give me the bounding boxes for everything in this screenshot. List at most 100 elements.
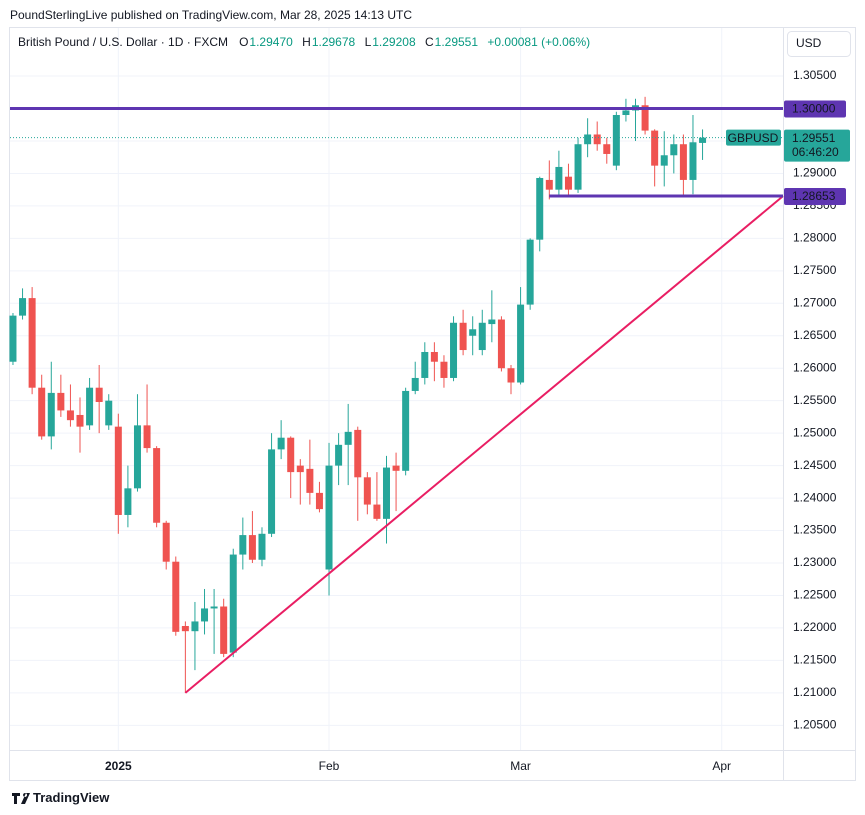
candle-body: [124, 488, 132, 515]
y-tick-label: 1.28000: [793, 231, 837, 245]
ohlc-value: 1.29470: [249, 35, 293, 49]
last-price-label: 1.29551: [792, 131, 836, 145]
candle-body: [95, 387, 103, 402]
candle-body: [268, 449, 276, 534]
x-tick-label: 2025: [105, 759, 132, 773]
symbol-tag-label: GBPUSD: [728, 131, 779, 145]
y-tick-label: 1.20500: [793, 717, 837, 731]
countdown-label: 06:46:20: [792, 145, 839, 159]
candle-body: [536, 177, 544, 240]
y-tick-label: 1.22500: [793, 588, 837, 602]
candle-body: [612, 115, 620, 166]
candle-body: [86, 387, 94, 426]
candle-body: [593, 134, 601, 145]
x-tick-label: Mar: [510, 759, 531, 773]
candle-body: [526, 239, 534, 305]
candle-body: [478, 322, 486, 351]
y-tick-label: 1.21000: [793, 685, 837, 699]
trendline: [184, 195, 784, 694]
y-tick-label: 1.23500: [793, 523, 837, 537]
candle-body: [229, 554, 237, 653]
ohlc-letter: L: [364, 35, 372, 49]
y-tick-label: 1.27000: [793, 295, 837, 309]
ohlc-value: 1.29208: [372, 35, 416, 49]
candle-body: [325, 465, 333, 570]
candle-body: [545, 179, 553, 190]
candle-body: [430, 351, 438, 362]
candle-body: [392, 465, 400, 471]
candle-body: [143, 425, 151, 449]
candle-body: [38, 387, 46, 437]
candle-body: [488, 319, 496, 325]
y-tick-label: 1.25000: [793, 425, 837, 439]
level-label: 1.30000: [792, 102, 836, 116]
symbol-tag: [726, 129, 781, 146]
candle-body: [402, 390, 410, 471]
ohlc-change: +0.00081 (+0.06%): [487, 35, 591, 49]
ohlc-value: 1.29678: [311, 35, 356, 49]
candle-body: [181, 625, 189, 632]
candle-body: [699, 137, 707, 143]
y-tick-label: 1.30500: [793, 68, 837, 82]
candle-body: [114, 426, 122, 515]
ohlc-value: 1.29551: [434, 35, 479, 49]
y-tick-label: 1.24500: [793, 458, 837, 472]
axis: 1.20500 1.21000 1.21500 1.22000 1.22500 1.230…: [105, 68, 850, 773]
candle-body: [363, 477, 371, 505]
candle-body: [622, 110, 630, 116]
candle-body: [574, 144, 582, 190]
candle-body: [239, 535, 247, 555]
y-tick-label: 1.22000: [793, 620, 837, 634]
candle-body: [306, 468, 314, 493]
y-tick-label: 1.25500: [793, 393, 837, 407]
candle-body: [277, 437, 285, 450]
candle-body: [584, 134, 592, 145]
currency-button[interactable]: [787, 31, 851, 57]
candle-body: [296, 465, 304, 473]
ohlc-letter: O: [239, 35, 249, 49]
y-tick-label: 1.24000: [793, 490, 837, 504]
y-tick-label: 1.23000: [793, 555, 837, 569]
candle-body: [335, 444, 343, 466]
candle-body: [28, 298, 36, 388]
ohlc-letter: C: [424, 35, 434, 49]
y-tick-label: 1.21500: [793, 653, 837, 667]
brand-name: TradingView: [33, 790, 110, 805]
chart-frame: [9, 27, 856, 781]
published-note: PoundSterlingLive published on TradingVi…: [10, 8, 413, 22]
candle-body: [9, 315, 17, 362]
candle-body: [258, 533, 266, 560]
symbol-header: British Pound / U.S. Dollar · 1D · FXCM …: [18, 35, 596, 49]
y-tick-label: 1.27500: [793, 263, 837, 277]
candle-body: [133, 425, 141, 489]
candle-body: [105, 400, 113, 426]
candle-body: [162, 522, 170, 562]
candle-body: [354, 429, 362, 478]
candle-body: [248, 535, 256, 560]
candle-body: [450, 322, 458, 378]
y-tick-label: 1.29000: [793, 166, 837, 180]
y-tick-label: 1.26500: [793, 328, 837, 342]
brand-logo: [12, 793, 30, 804]
candle-body: [555, 166, 563, 190]
x-tick-label: Apr: [712, 759, 731, 773]
candle-body: [497, 319, 505, 369]
candle-body: [670, 144, 678, 156]
y-tick-label: 1.26000: [793, 360, 837, 374]
ohlc-letter: H: [302, 35, 311, 49]
candle-body: [210, 606, 218, 609]
level-label: 1.28653: [792, 189, 836, 203]
candle-body: [689, 142, 697, 180]
last-price-tag: [784, 129, 850, 162]
candle-body: [679, 144, 687, 180]
candle-body: [517, 304, 525, 383]
grid: [10, 28, 783, 750]
candle-body: [172, 561, 180, 632]
candle-body: [382, 467, 390, 519]
candle-body: [421, 351, 429, 378]
candle-body: [201, 608, 209, 622]
candle-body: [641, 105, 649, 131]
candle-body: [373, 504, 381, 519]
